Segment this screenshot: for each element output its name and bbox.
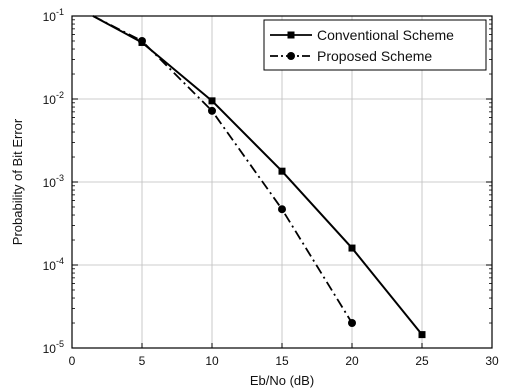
circle-marker [208,106,216,115]
square-marker [278,167,286,175]
x-tick-label: 30 [485,354,499,368]
square-marker [348,244,356,252]
series-layer [92,15,426,339]
y-tick-label: 10-1 [43,7,64,24]
x-axis-label: Eb/No (dB) [250,373,314,388]
square-marker [418,331,426,339]
y-tick-label: 10-3 [43,173,64,190]
circle-marker [278,205,286,214]
x-tick-label: 10 [205,354,219,368]
x-tick-label: 25 [415,354,429,368]
x-tick-label: 5 [139,354,146,368]
circle-marker [348,319,356,328]
y-tick-label: 10-5 [43,339,64,356]
square-marker [208,97,216,105]
axis-ticks: 0 5 10 15 20 25 30 10-1 10-2 10-3 10-4 10-5 [43,7,499,368]
legend-marker [287,31,295,39]
circle-marker [138,36,146,45]
y-tick-label: 10-4 [43,256,64,273]
y-tick-label: 10-2 [43,90,64,107]
grid [72,16,492,348]
x-tick-label: 15 [275,354,289,368]
legend-box [263,19,487,71]
legend-label: Conventional Scheme [317,27,454,43]
x-tick-label: 0 [69,354,76,368]
legend-marker [287,52,295,60]
legend: Conventional Scheme Proposed Scheme [263,19,487,71]
x-tick-label: 20 [345,354,359,368]
legend-label: Proposed Scheme [317,48,432,64]
series-line-conventional [92,15,423,336]
y-axis-label: Probability of Bit Error [10,118,25,245]
